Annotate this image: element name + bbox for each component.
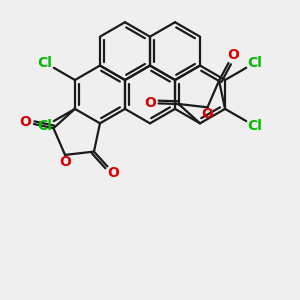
Text: Cl: Cl <box>248 119 262 133</box>
Text: O: O <box>59 154 71 169</box>
Text: Cl: Cl <box>38 119 52 133</box>
Text: O: O <box>107 166 119 180</box>
Text: O: O <box>19 115 31 129</box>
Text: O: O <box>202 107 213 121</box>
Text: O: O <box>227 48 239 62</box>
Text: Cl: Cl <box>38 56 52 70</box>
Text: Cl: Cl <box>248 56 262 70</box>
Text: O: O <box>144 96 156 110</box>
